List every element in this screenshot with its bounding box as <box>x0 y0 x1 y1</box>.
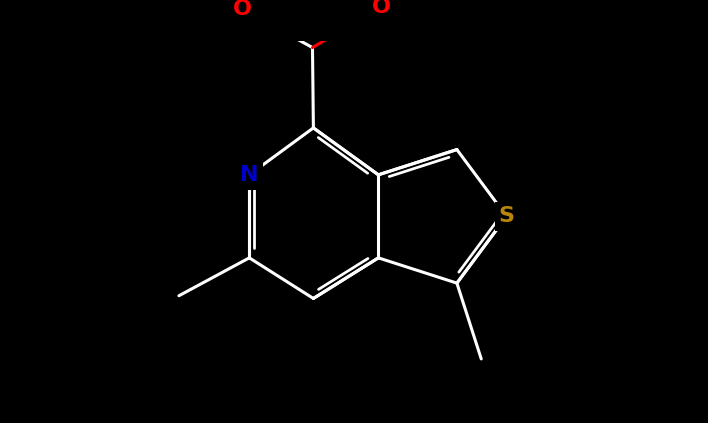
Text: N: N <box>240 165 258 185</box>
Text: S: S <box>498 204 515 228</box>
Text: O: O <box>372 0 391 17</box>
Text: N: N <box>239 163 260 187</box>
Text: O: O <box>233 0 251 19</box>
Text: S: S <box>498 206 515 226</box>
Text: O: O <box>232 0 253 21</box>
Text: O: O <box>370 0 392 19</box>
